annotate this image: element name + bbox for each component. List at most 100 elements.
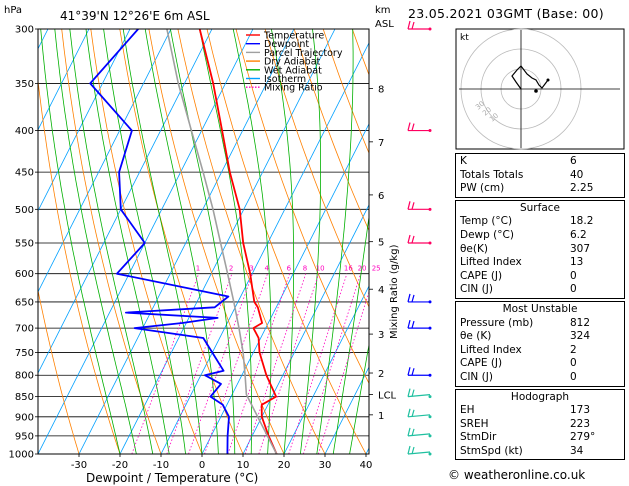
wet-adiabat-line (40, 29, 121, 454)
pressure-tick-label: 1000 (9, 450, 34, 461)
surface-label: Temp (°C) (460, 215, 513, 228)
y-unit-label: hPa (4, 5, 22, 16)
index-value: 6 (570, 155, 577, 167)
pressure-tick-label: 850 (15, 392, 34, 403)
dewpoint-line (89, 29, 230, 454)
wet-adiabat-line (349, 342, 369, 454)
most-unstable-value: 0 (570, 370, 577, 383)
km-tick-label: LCL (378, 391, 397, 402)
dry-adiabat-line (322, 29, 369, 155)
isotherm-line (38, 29, 131, 212)
mixing-ratio-tick-label: 10 (316, 265, 325, 273)
wind-barb-dot (428, 241, 432, 245)
hodograph-table-title: Hodograph (510, 390, 570, 403)
hodograph-param-row: EH 173 (456, 404, 624, 418)
wind-barb-flag (411, 123, 415, 131)
legend-label: Parcel Trajectory (264, 48, 343, 59)
hodograph-trace (511, 65, 549, 90)
isotherm-line (201, 122, 369, 454)
wind-barb-flag (407, 388, 411, 397)
mixing-ratio-line (244, 273, 307, 454)
legend-label: Isotherm (264, 74, 306, 85)
wind-barb-dot (428, 373, 432, 377)
hodograph-param-label: StmDir (460, 431, 497, 444)
surface-row: Temp (°C) 18.2 (456, 215, 624, 229)
wet-adiabat-line (170, 29, 236, 454)
temperature-tick-label: -30 (71, 460, 87, 471)
temperature-tick-label: 30 (319, 460, 332, 471)
surface-row: CIN (J) 0 (456, 283, 624, 297)
temperature-tick-label: 40 (360, 460, 373, 471)
mixing-ratio-axis-label: Mixing Ratio (g/kg) (389, 244, 400, 339)
hodograph-param-label: StmSpd (kt) (460, 444, 523, 457)
pressure-tick-label: 400 (15, 126, 34, 137)
hodograph-ring-label: 30 (474, 100, 486, 112)
temperature-tick-label: -10 (153, 460, 169, 471)
wind-barb-dot (428, 415, 432, 419)
axes: 3003504004505005506006507007508008509009… (9, 25, 373, 472)
wind-barb-flag (411, 21, 415, 30)
mixing-ratio-tick-label: 16 (344, 265, 353, 273)
km-tick-label: 3 (378, 330, 384, 341)
temperature-line (198, 29, 278, 454)
mixing-ratio-tick-label: 6 (287, 265, 292, 273)
mixing-ratio-tick-label: 25 (372, 265, 381, 273)
mixing-ratio-line (188, 273, 253, 454)
wet-adiabat-line (69, 29, 154, 454)
km-tick-label: 1 (378, 411, 384, 422)
hodograph-param-label: EH (460, 404, 475, 417)
indices-box: K 6 Totals Totals 40 PW (cm) 2.25 (455, 153, 625, 198)
dry-adiabat-line (38, 288, 80, 454)
hodograph-param-value: 223 (570, 417, 591, 430)
wind-barb-flag (411, 320, 415, 329)
index-label: Totals Totals (460, 168, 524, 181)
wet-adiabat-line (199, 29, 252, 454)
mixing-ratio-tick-label: 2 (229, 265, 233, 273)
wind-barb-dot (428, 452, 432, 456)
mixing-ratio-line (131, 273, 200, 454)
mixing-ratio-line (204, 273, 268, 454)
isotherm-line (160, 41, 369, 454)
km-tick-label: 5 (378, 238, 384, 249)
surface-row: Lifted Index 13 (456, 256, 624, 270)
most-unstable-row: Pressure (mb) 812 (456, 317, 624, 331)
pressure-tick-label: 800 (15, 371, 34, 382)
dry-adiabat-line (61, 29, 162, 454)
wet-adiabat-line (85, 29, 170, 454)
hodograph-end-marker (546, 78, 550, 82)
mixing-ratio-tick-label: 1 (196, 265, 200, 273)
indices-panel: K 6 Totals Totals 40 PW (cm) 2.25 Surface Tem… (455, 153, 625, 461)
pressure-tick-label: 600 (15, 269, 34, 280)
most-unstable-row: θe (K) 324 (456, 330, 624, 344)
isotherm-line (242, 204, 369, 454)
wind-barb-flag (411, 202, 415, 210)
wind-barb-flag (411, 368, 415, 376)
pressure-tick-label: 450 (15, 168, 34, 179)
pressure-tick-label: 350 (15, 79, 34, 90)
wind-barb-flag (407, 408, 411, 417)
hodograph-param-value: 34 (570, 444, 584, 457)
wind-barb-dot (428, 395, 432, 399)
most-unstable-row: CIN (J) 0 (456, 371, 624, 385)
wind-barb-dot (428, 207, 432, 211)
wind-barb-flag (407, 293, 411, 303)
wet-adiabat-line (316, 29, 354, 454)
surface-row: θe(K) 307 (456, 243, 624, 257)
temperature-tick-label: 10 (237, 460, 250, 471)
hodograph-table-box: Hodograph EH 173 SREH 223 StmDir 279° StmSpd (… (455, 388, 625, 461)
wet-adiabat-line (54, 29, 137, 454)
wind-barb-flag (411, 446, 415, 455)
most-unstable-title: Most Unstable (502, 302, 578, 315)
location-title: 41°39'N 12°26'E 6m ASL (60, 9, 210, 23)
index-label: PW (cm) (460, 182, 505, 195)
asl-unit-label: ASL (375, 19, 394, 30)
legend-label: Wet Adiabat (264, 65, 322, 76)
wet-adiabat-line (232, 29, 272, 454)
surface-label: θe(K) (460, 242, 488, 255)
parcel-trajectory-line (166, 29, 278, 454)
copyright-footer: © weatheronline.co.uk (448, 468, 586, 482)
wind-barb-shaft (407, 433, 431, 437)
hodograph-param-row: SREH 223 (456, 418, 624, 432)
pressure-tick-label: 750 (15, 348, 34, 359)
wind-barb-dot (428, 129, 432, 133)
